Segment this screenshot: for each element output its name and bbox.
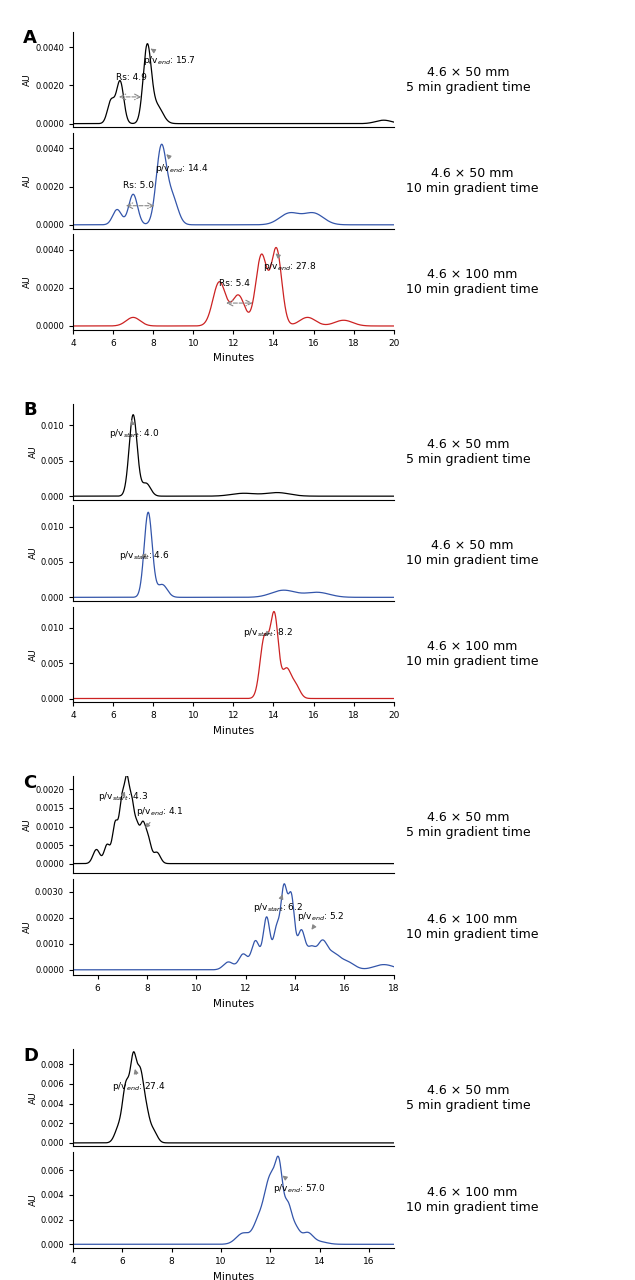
Text: p/v$_{start}$: 4.6: p/v$_{start}$: 4.6	[119, 549, 170, 562]
Y-axis label: AU: AU	[29, 547, 37, 559]
Text: D: D	[23, 1047, 38, 1065]
Text: p/v$_{end}$: 14.4: p/v$_{end}$: 14.4	[155, 155, 209, 175]
X-axis label: Minutes: Minutes	[213, 353, 254, 364]
Y-axis label: AU: AU	[29, 648, 37, 660]
Text: p/v$_{start}$: 4.0: p/v$_{start}$: 4.0	[109, 421, 160, 440]
Text: p/v$_{end}$: 15.7: p/v$_{end}$: 15.7	[143, 49, 196, 67]
Text: 4.6 × 100 mm
10 min gradient time: 4.6 × 100 mm 10 min gradient time	[406, 268, 539, 296]
Y-axis label: AU: AU	[23, 174, 32, 187]
Text: p/v$_{end}$: 27.8: p/v$_{end}$: 27.8	[264, 255, 317, 273]
X-axis label: Minutes: Minutes	[213, 998, 254, 1009]
Text: p/v$_{start}$: 4.3: p/v$_{start}$: 4.3	[98, 790, 148, 803]
Text: p/v$_{start}$: 6.2: p/v$_{start}$: 6.2	[253, 895, 303, 914]
Text: 4.6 × 50 mm
10 min gradient time: 4.6 × 50 mm 10 min gradient time	[406, 539, 539, 567]
Text: A: A	[23, 29, 37, 47]
Text: p/v$_{end}$: 57.0: p/v$_{end}$: 57.0	[273, 1176, 326, 1196]
Y-axis label: AU: AU	[23, 73, 32, 86]
Text: 4.6 × 100 mm
10 min gradient time: 4.6 × 100 mm 10 min gradient time	[406, 913, 539, 941]
Text: 4.6 × 100 mm
10 min gradient time: 4.6 × 100 mm 10 min gradient time	[406, 1185, 539, 1213]
Text: p/v$_{end}$: 4.1: p/v$_{end}$: 4.1	[136, 805, 184, 827]
Text: C: C	[23, 773, 37, 791]
Y-axis label: AU: AU	[23, 920, 32, 933]
Y-axis label: AU: AU	[29, 1193, 37, 1206]
Text: 4.6 × 50 mm
5 min gradient time: 4.6 × 50 mm 5 min gradient time	[406, 438, 531, 466]
Y-axis label: AU: AU	[23, 818, 32, 831]
Text: p/v$_{end}$: 5.2: p/v$_{end}$: 5.2	[297, 910, 345, 929]
X-axis label: Minutes: Minutes	[213, 726, 254, 736]
Y-axis label: AU: AU	[29, 1092, 37, 1103]
Y-axis label: AU: AU	[29, 445, 37, 458]
Text: 4.6 × 50 mm
5 min gradient time: 4.6 × 50 mm 5 min gradient time	[406, 1084, 531, 1111]
Text: Rs: 4.9: Rs: 4.9	[116, 73, 147, 82]
Text: 4.6 × 50 mm
5 min gradient time: 4.6 × 50 mm 5 min gradient time	[406, 65, 531, 93]
Text: 4.6 × 50 mm
5 min gradient time: 4.6 × 50 mm 5 min gradient time	[406, 810, 531, 838]
Text: p/v$_{start}$: 8.2: p/v$_{start}$: 8.2	[243, 626, 293, 639]
Text: Rs: 5.0: Rs: 5.0	[123, 182, 154, 191]
Text: Rs: 5.4: Rs: 5.4	[219, 279, 250, 288]
Text: p/v$_{end}$: 27.4: p/v$_{end}$: 27.4	[112, 1070, 166, 1093]
Y-axis label: AU: AU	[23, 275, 32, 288]
Text: 4.6 × 100 mm
10 min gradient time: 4.6 × 100 mm 10 min gradient time	[406, 640, 539, 668]
Text: B: B	[23, 402, 37, 420]
Text: 4.6 × 50 mm
10 min gradient time: 4.6 × 50 mm 10 min gradient time	[406, 166, 539, 195]
X-axis label: Minutes: Minutes	[213, 1271, 254, 1280]
